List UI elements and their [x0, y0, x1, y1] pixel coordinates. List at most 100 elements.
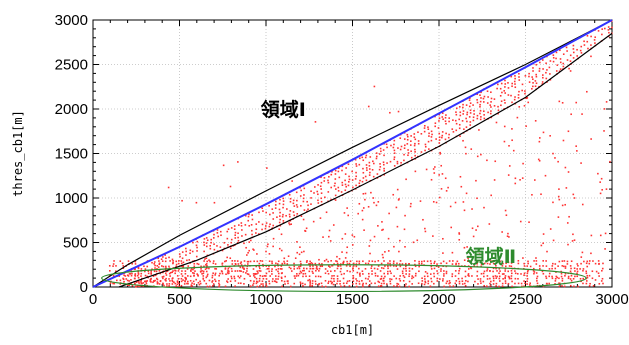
- scatter-point: [352, 186, 354, 189]
- scatter-point: [341, 165, 344, 168]
- scatter-point: [356, 271, 359, 274]
- scatter-point: [542, 233, 545, 235]
- scatter-point: [212, 285, 214, 287]
- scatter-point: [212, 272, 214, 275]
- scatter-point: [265, 278, 268, 280]
- scatter-point: [227, 278, 229, 280]
- scatter-point: [599, 192, 602, 195]
- scatter-point: [551, 265, 554, 267]
- scatter-point: [229, 280, 232, 283]
- scatter-point: [319, 185, 322, 188]
- scatter-point: [476, 262, 478, 265]
- scatter-point: [119, 283, 122, 285]
- scatter-point: [271, 262, 273, 265]
- scatter-point: [498, 285, 500, 288]
- scatter-point: [238, 276, 241, 279]
- scatter-point: [479, 100, 482, 103]
- scatter-point: [603, 130, 605, 132]
- scatter-point: [410, 135, 412, 137]
- scatter-point: [438, 142, 441, 144]
- scatter-point: [489, 112, 492, 115]
- scatter-point: [292, 202, 295, 205]
- scatter-point: [358, 260, 361, 263]
- scatter-point: [227, 267, 230, 270]
- scatter-point: [218, 279, 220, 282]
- scatter-point: [448, 260, 451, 262]
- scatter-point: [585, 270, 588, 273]
- scatter-point: [254, 276, 256, 279]
- scatter-point: [414, 274, 417, 277]
- scatter-point: [206, 239, 209, 242]
- scatter-point: [190, 269, 192, 272]
- scatter-point: [558, 70, 561, 73]
- scatter-point: [563, 285, 566, 288]
- y-axis-label: thres_cb1[m]: [11, 110, 25, 197]
- scatter-point: [112, 263, 115, 265]
- scatter-point: [503, 90, 506, 92]
- scatter-point: [355, 278, 357, 280]
- scatter-point: [495, 264, 497, 267]
- scatter-point: [276, 216, 278, 219]
- scatter-point: [192, 280, 195, 283]
- scatter-point: [171, 277, 174, 279]
- scatter-point: [217, 235, 219, 238]
- scatter-point: [441, 116, 444, 118]
- scatter-point: [441, 131, 444, 133]
- scatter-point: [289, 215, 291, 218]
- scatter-point: [495, 282, 498, 285]
- scatter-point: [511, 280, 513, 283]
- scatter-point: [227, 228, 230, 230]
- scatter-point: [425, 168, 428, 171]
- scatter-point: [169, 275, 171, 277]
- scatter-point: [447, 136, 450, 139]
- scatter-point: [455, 111, 457, 113]
- scatter-point: [324, 196, 326, 199]
- scatter-point: [174, 282, 177, 285]
- scatter-point: [568, 215, 570, 218]
- scatter-point: [153, 280, 155, 282]
- scatter-point: [451, 251, 454, 254]
- scatter-point: [556, 64, 559, 66]
- scatter-point: [414, 263, 416, 266]
- scatter-point: [510, 277, 513, 280]
- scatter-point: [438, 132, 441, 135]
- scatter-point: [126, 284, 129, 286]
- scatter-point: [387, 262, 389, 265]
- scatter-point: [336, 275, 339, 277]
- scatter-point: [332, 224, 335, 226]
- scatter-point: [405, 178, 407, 181]
- scatter-point: [368, 245, 371, 247]
- scatter-point: [542, 76, 544, 79]
- scatter-point: [324, 268, 327, 270]
- scatter-point: [317, 202, 320, 204]
- scatter-point: [385, 143, 388, 146]
- scatter-point: [209, 285, 211, 288]
- scatter-point: [351, 170, 353, 173]
- scatter-point: [393, 275, 395, 277]
- scatter-point: [258, 221, 260, 223]
- scatter-point: [269, 223, 271, 226]
- scatter-point: [490, 110, 492, 112]
- scatter-point: [486, 90, 489, 93]
- scatter-point: [581, 113, 583, 115]
- scatter-point: [497, 112, 499, 115]
- scatter-point: [468, 275, 470, 277]
- scatter-point: [576, 272, 578, 275]
- scatter-point: [379, 147, 382, 150]
- scatter-point: [184, 272, 187, 275]
- scatter-point: [362, 159, 365, 162]
- scatter-point: [324, 279, 327, 282]
- scatter-point: [424, 149, 426, 152]
- scatter-point: [432, 168, 435, 170]
- scatter-point: [315, 269, 317, 272]
- scatter-point: [271, 273, 273, 275]
- scatter-point: [514, 182, 517, 185]
- scatter-point: [150, 273, 153, 275]
- scatter-point: [293, 275, 296, 277]
- scatter-point: [401, 263, 404, 265]
- scatter-point: [284, 283, 286, 285]
- scatter-point: [362, 273, 364, 275]
- scatter-point: [244, 233, 247, 236]
- scatter-point: [532, 269, 535, 272]
- scatter-point: [581, 251, 584, 254]
